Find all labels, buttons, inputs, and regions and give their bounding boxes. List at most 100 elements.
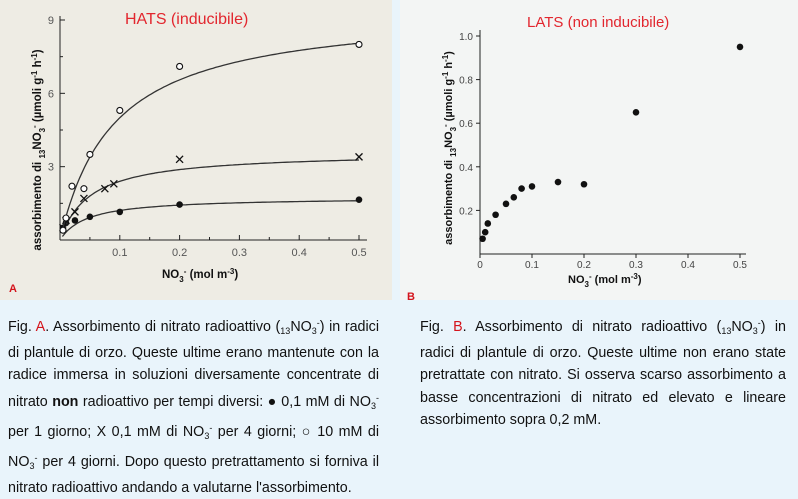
data-point: [510, 194, 518, 201]
data-series: [59, 152, 363, 232]
x-tick-label: 0: [477, 260, 483, 271]
data-point: [86, 213, 94, 221]
data-point: [68, 182, 76, 190]
caption-text: ) in radici di plantule di orzo. Queste …: [8, 319, 380, 410]
caption-text: . Assorbimento di nitrato radioattivo (: [45, 319, 281, 335]
data-point: [632, 109, 640, 116]
data-point: [176, 62, 184, 70]
data-point: [80, 185, 88, 193]
data-point: [736, 43, 744, 51]
caption-text: . Assorbimento di nitrato radioattivo (: [462, 319, 722, 335]
y-tick-label: 6: [48, 88, 54, 100]
data-point: [79, 194, 88, 203]
caption-text: radioattivo per tempi diversi: ● 0,1 mM …: [78, 393, 371, 410]
y-tick-label: 1.0: [459, 32, 473, 43]
panel-label: A: [9, 283, 17, 295]
data-point: [355, 152, 363, 161]
y-tick-label: 0.2: [459, 206, 473, 217]
fit-curve: [61, 159, 360, 234]
data-point-stroke: [79, 194, 88, 203]
data-point: [580, 180, 588, 188]
x-tick-label: 0.4: [292, 247, 307, 259]
chart-title: LATS (non inducibile): [527, 14, 669, 31]
caption-text: per 4 giorni. Dopo questo pretrattamento…: [8, 454, 379, 497]
x-tick-label: 0.1: [112, 247, 127, 259]
caption-sub: 3: [752, 326, 758, 336]
data-point: [116, 208, 124, 216]
y-tick-label: 3: [48, 162, 54, 174]
caption-bold: non: [52, 393, 79, 410]
data-point: [100, 184, 109, 193]
y-axis-label: assorbimento di 13NO3- (µmoli g-1 h-1): [30, 49, 47, 250]
panel-b: 0 0.1 0.2 0.3 0.4 0.5 0.2 0.4 0.6 0.8 1.0 LATS (non…: [400, 0, 798, 300]
data-point: [116, 106, 124, 114]
data-point-stroke: [70, 207, 79, 216]
caption-sub: 13: [280, 326, 291, 336]
caption-text: ) in radici di plantule di orzo. Queste …: [420, 319, 786, 428]
y-tick-label: 9: [48, 15, 54, 27]
caption-sup: -: [316, 318, 320, 328]
caption-b: Fig. B. Assorbimento di nitrato radioatt…: [420, 312, 786, 431]
data-point-stroke: [175, 155, 184, 164]
caption-letter: A: [35, 319, 46, 335]
data-point: [62, 214, 70, 222]
caption-a: Fig. A. Assorbimento di nitrato radioatt…: [8, 312, 379, 499]
data-point: [71, 217, 79, 224]
caption-sub: 3: [311, 326, 317, 336]
caption-sup: -: [209, 422, 213, 433]
y-tick-label: 0.4: [459, 163, 473, 174]
x-tick-label: 0.5: [733, 260, 747, 271]
data-point: [481, 228, 489, 236]
y-axis-label: assorbimento di 13NO3- (µmoli g-1 h-1): [441, 51, 458, 245]
data-point: [59, 226, 67, 234]
caption-text: NO: [290, 319, 312, 335]
data-point: [492, 211, 499, 219]
x-tick-label: 0.3: [232, 247, 247, 259]
caption-sub: 3: [370, 400, 376, 411]
caption-sup: -: [34, 453, 38, 464]
x-tick-label: 0.2: [577, 260, 591, 271]
chart-title: HATS (inducibile): [125, 11, 248, 28]
fit-curve: [61, 200, 359, 237]
fit-curve: [61, 42, 360, 231]
x-tick-label: 0.3: [629, 260, 643, 271]
data-point: [484, 220, 492, 227]
x-tick-label: 0.2: [172, 247, 187, 259]
data-point: [355, 40, 363, 48]
caption-sup: -: [757, 318, 761, 328]
chart-hats: 0.1 0.2 0.3 0.4 0.5 3 6 9 HATS (inducibile) A NO3-…: [9, 11, 367, 295]
data-point: [518, 185, 525, 192]
caption-text: per 4 giorni; ○ 10 mM di NO: [8, 423, 380, 471]
data-point: [109, 179, 118, 188]
caption-text: NO: [731, 319, 753, 335]
panel-label: B: [407, 291, 415, 300]
x-tick-label: 0.4: [681, 260, 695, 271]
data-point: [86, 150, 94, 158]
caption-sub: 13: [721, 326, 732, 336]
caption-letter: B: [453, 319, 463, 335]
y-tick-label: 0.6: [459, 119, 473, 130]
caption-sup: -: [376, 392, 379, 403]
x-tick-label: 0.1: [525, 260, 539, 271]
data-point-stroke: [100, 184, 109, 193]
data-point: [70, 207, 79, 216]
x-tick-label: 0.5: [351, 247, 366, 259]
data-point: [175, 155, 184, 164]
data-series: [59, 40, 363, 234]
y-tick-label: 0.8: [459, 76, 473, 87]
x-axis-label: NO3- (mol m-3): [162, 267, 238, 284]
data-point: [528, 183, 536, 190]
caption-fig-label: Fig.: [420, 319, 454, 335]
caption-sub: 3: [29, 461, 35, 472]
data-point: [554, 178, 562, 186]
data-point: [479, 235, 486, 243]
caption-text: per 1 giorno; X 0,1 mM di NO: [8, 423, 205, 440]
data-point-stroke: [109, 179, 118, 188]
data-point: [502, 200, 510, 208]
x-axis-label: NO3- (mol m-3): [568, 272, 642, 289]
caption-sub: 3: [204, 430, 210, 441]
data-point: [176, 201, 183, 208]
panel-a: 0.1 0.2 0.3 0.4 0.5 3 6 9 HATS (inducibile) A NO3-…: [0, 0, 392, 300]
chart-lats: 0 0.1 0.2 0.3 0.4 0.5 0.2 0.4 0.6 0.8 1.0 LATS (non…: [407, 14, 747, 300]
data-point-stroke: [355, 152, 363, 161]
